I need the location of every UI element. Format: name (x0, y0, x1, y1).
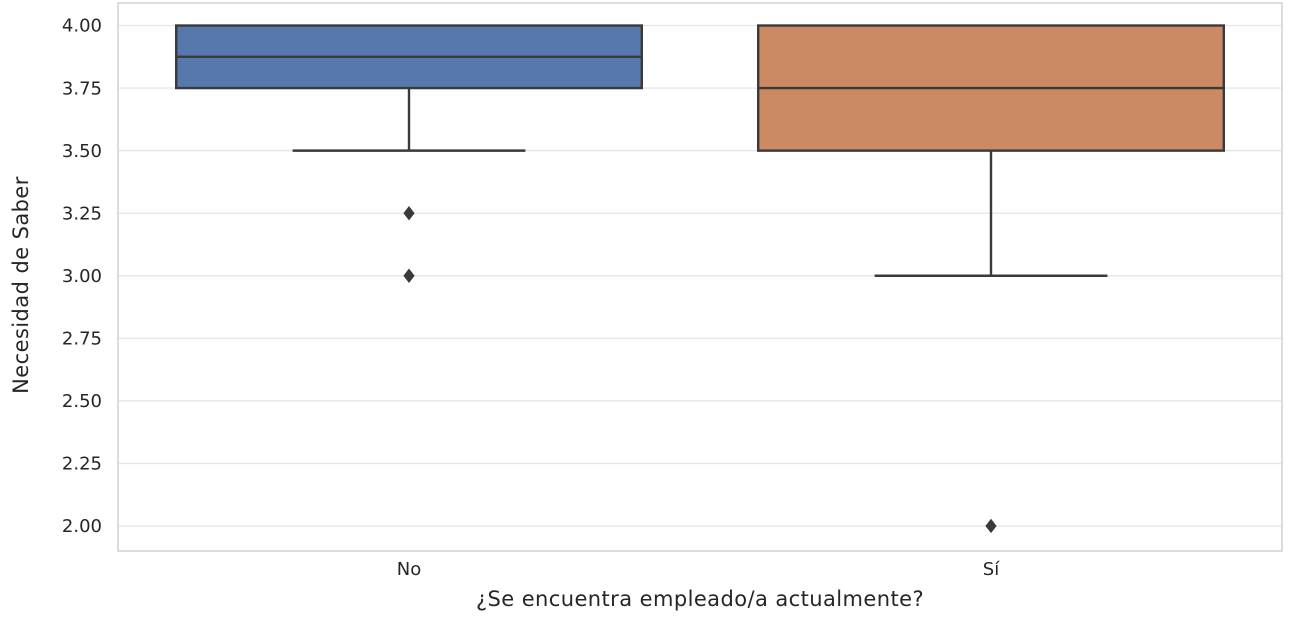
x-tick-label: No (397, 559, 421, 580)
y-tick-label: 2.00 (62, 516, 102, 537)
y-tick-label: 2.50 (62, 391, 102, 412)
y-tick-label: 2.75 (62, 329, 102, 350)
y-tick-label: 3.75 (62, 78, 102, 99)
y-tick-label: 3.50 (62, 141, 102, 162)
box-group-1 (174, 24, 644, 283)
outlier-diamond (985, 518, 997, 534)
x-tick-label: Sí (983, 559, 1000, 580)
box-group-2 (757, 24, 1226, 534)
outlier-diamond (403, 268, 415, 283)
x-axis-title: ¿Se encuentra empleado/a actualmente? (475, 587, 925, 611)
y-tick-label: 2.25 (62, 454, 102, 475)
plot-frame (117, 2, 1283, 552)
outlier-diamond (403, 205, 415, 221)
y-tick-label: 3.25 (62, 203, 102, 224)
y-axis-title: Necesidad de Saber (9, 176, 33, 394)
y-tick-label: 3.00 (62, 266, 102, 287)
y-tick-label: 4.00 (62, 16, 102, 37)
